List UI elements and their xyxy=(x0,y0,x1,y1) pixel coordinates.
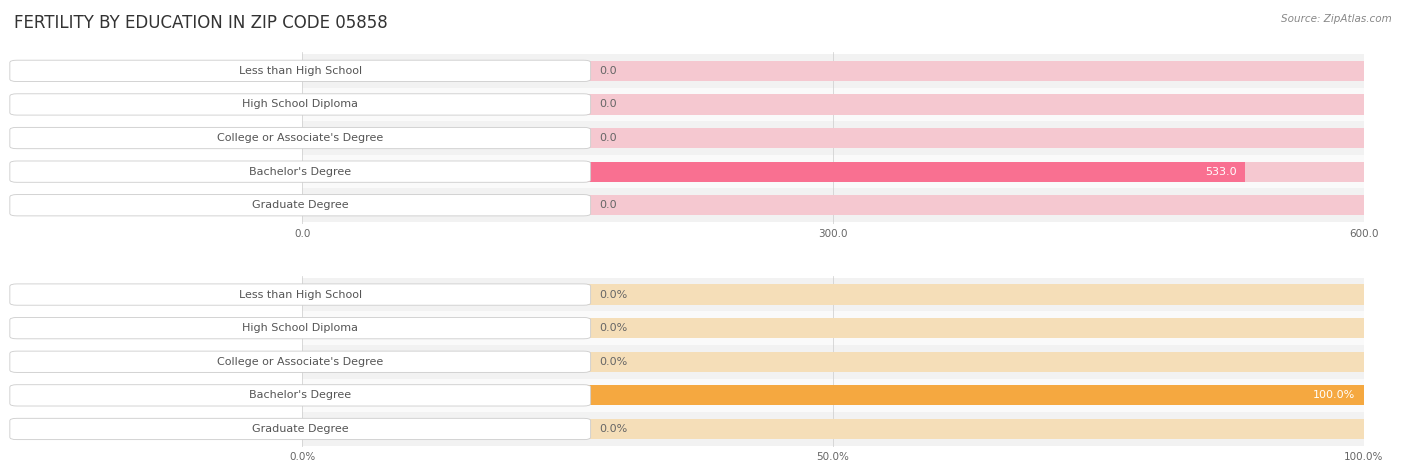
Bar xyxy=(302,155,1364,188)
Bar xyxy=(302,378,1364,412)
Text: 0.0: 0.0 xyxy=(599,99,617,109)
Bar xyxy=(302,54,1364,88)
Text: 100.0%: 100.0% xyxy=(1313,390,1355,400)
Bar xyxy=(302,161,1364,182)
Bar xyxy=(302,285,1364,305)
Text: 0.0%: 0.0% xyxy=(599,424,627,434)
Text: 533.0: 533.0 xyxy=(1205,167,1237,177)
Bar xyxy=(302,88,1364,121)
Text: FERTILITY BY EDUCATION IN ZIP CODE 05858: FERTILITY BY EDUCATION IN ZIP CODE 05858 xyxy=(14,14,388,32)
Bar xyxy=(302,385,1364,406)
Text: Bachelor's Degree: Bachelor's Degree xyxy=(249,390,352,400)
Text: Source: ZipAtlas.com: Source: ZipAtlas.com xyxy=(1281,14,1392,24)
Bar xyxy=(302,412,1364,446)
Text: Less than High School: Less than High School xyxy=(239,66,361,76)
Bar xyxy=(302,188,1364,222)
Text: Graduate Degree: Graduate Degree xyxy=(252,200,349,210)
Text: 0.0: 0.0 xyxy=(599,66,617,76)
Text: College or Associate's Degree: College or Associate's Degree xyxy=(217,357,384,367)
Text: High School Diploma: High School Diploma xyxy=(242,99,359,109)
Bar xyxy=(302,278,1364,311)
Text: Graduate Degree: Graduate Degree xyxy=(252,424,349,434)
Bar xyxy=(302,195,1364,215)
Bar xyxy=(302,311,1364,345)
Bar xyxy=(302,345,1364,378)
Text: 0.0: 0.0 xyxy=(599,133,617,143)
Text: 0.0%: 0.0% xyxy=(599,289,627,299)
Bar xyxy=(302,94,1364,115)
Text: 0.0: 0.0 xyxy=(599,200,617,210)
Text: College or Associate's Degree: College or Associate's Degree xyxy=(217,133,384,143)
Bar xyxy=(302,161,1246,182)
Text: High School Diploma: High School Diploma xyxy=(242,323,359,333)
Bar xyxy=(302,121,1364,155)
Bar xyxy=(302,128,1364,148)
Text: Less than High School: Less than High School xyxy=(239,289,361,299)
Text: Bachelor's Degree: Bachelor's Degree xyxy=(249,167,352,177)
Text: 0.0%: 0.0% xyxy=(599,323,627,333)
Text: 0.0%: 0.0% xyxy=(599,357,627,367)
Bar xyxy=(302,419,1364,439)
Bar xyxy=(302,318,1364,338)
Bar xyxy=(302,385,1364,406)
Bar xyxy=(302,352,1364,372)
Bar xyxy=(302,61,1364,81)
